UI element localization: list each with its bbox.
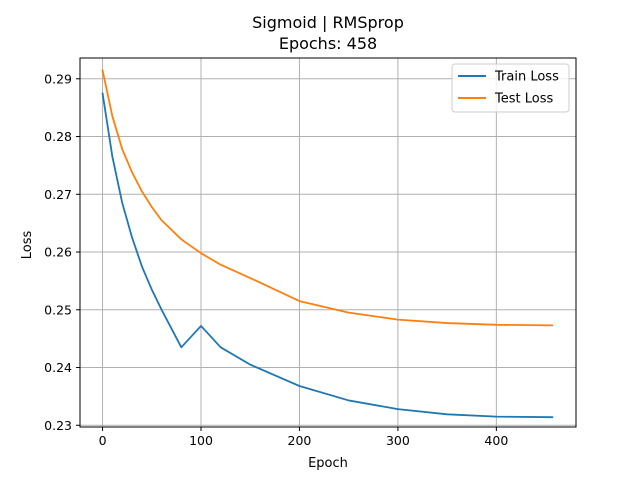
y-tick-label: 0.29 <box>44 71 72 86</box>
legend-label-train-loss: Train Loss <box>494 70 559 85</box>
x-tick-label: 400 <box>484 433 508 448</box>
series-group <box>101 69 554 419</box>
series-line-test-loss <box>101 69 554 327</box>
x-tick-label: 100 <box>189 433 213 448</box>
y-tick-label: 0.28 <box>44 129 72 144</box>
y-tick-label: 0.25 <box>44 302 72 317</box>
x-axis-label: Epoch <box>308 456 348 471</box>
x-tick-label: 300 <box>386 433 410 448</box>
legend-label-test-loss: Test Loss <box>494 92 553 107</box>
legend: Train Loss Test Loss <box>451 63 570 113</box>
y-tick-label: 0.24 <box>44 360 72 375</box>
x-tick-label: 0 <box>99 433 107 448</box>
y-tick-label: 0.26 <box>44 245 72 260</box>
axis-ticks: 0 100 200 300 400 0.23 0.24 0.25 0.26 0.27 0.28 0.2… <box>44 71 508 448</box>
chart-title: Sigmoid | RMSprop <box>252 13 404 32</box>
plot-frame <box>79 57 577 428</box>
y-axis-label: Loss <box>20 231 35 260</box>
chart-subtitle: Epochs: 458 <box>279 34 377 53</box>
y-tick-label: 0.27 <box>44 187 72 202</box>
x-tick-label: 200 <box>288 433 312 448</box>
grid <box>80 58 576 427</box>
series-line-train-loss <box>101 92 554 419</box>
y-tick-label: 0.23 <box>44 418 72 433</box>
